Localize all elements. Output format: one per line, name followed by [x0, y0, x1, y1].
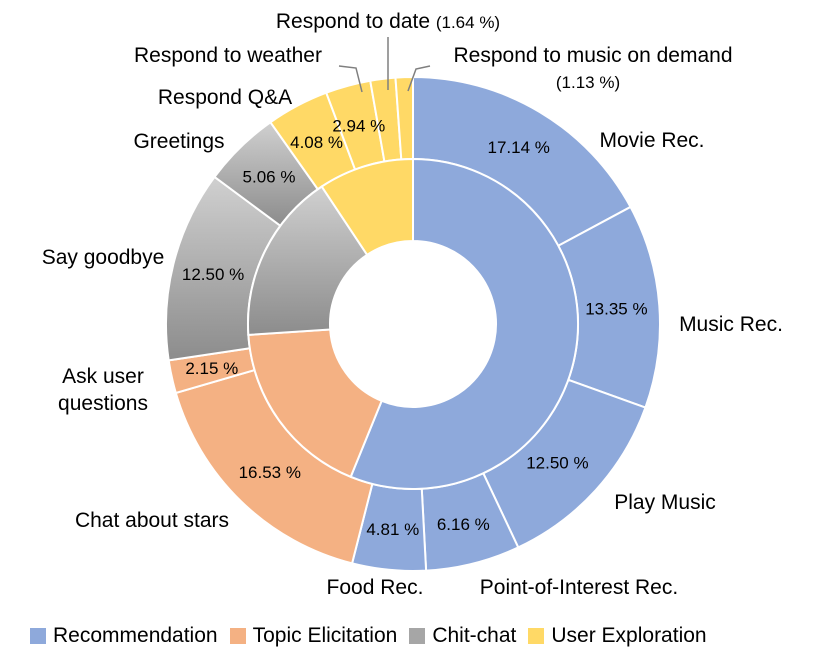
inner-slice-recommendation: [349, 157, 579, 490]
inner-slice-user-exploration: [320, 157, 414, 257]
category-label-respond-q-a: Respond Q&A: [158, 86, 292, 109]
category-label-play-music: Play Music: [614, 491, 716, 514]
inner-slice-topic-elicitation: [247, 328, 383, 479]
legend-label-topic-elicitation: Topic Elicitation: [252, 624, 398, 647]
category-label-greetings: Greetings: [133, 130, 224, 153]
legend-label-chit-chat: Chit-chat: [432, 624, 517, 647]
category-label-movie-rec: Movie Rec.: [599, 129, 704, 152]
outer-ring: [165, 75, 661, 572]
value-label-say-goodbye: 12.50 %: [182, 265, 244, 284]
leader-line-respond-to-music-on-demand: [407, 65, 431, 92]
category-label-point-of-interest-rec: Point-of-Interest Rec.: [480, 576, 678, 599]
value-label-food-rec: 4.81 %: [366, 520, 419, 539]
legend-label-recommendation: Recommendation: [53, 624, 218, 647]
leader-lines: [338, 37, 431, 93]
value-label-respond-q-a: 4.08 %: [290, 133, 343, 152]
leader-line-respond-to-weather: [338, 65, 363, 93]
value-label-chat-about-stars: 16.53 %: [239, 463, 301, 482]
value-labels: 17.14 % 13.35 % 12.50 % 6.16 % 4.81 % 16.53 %…: [182, 73, 648, 539]
category-labels: Movie Rec. Music Rec. Play Music Point-of-I…: [42, 10, 783, 599]
value-label-movie-rec: 17.14 %: [488, 138, 550, 157]
legend-swatch-chit-chat: [409, 628, 426, 644]
category-label-food-rec: Food Rec.: [327, 576, 424, 599]
value-label-greetings: 5.06 %: [243, 168, 296, 187]
value-label-respond-to-weather: 2.94 %: [332, 116, 385, 135]
value-label-music-rec: 13.35 %: [585, 300, 647, 319]
legend: Recommendation Topic Elicitation Chit-ch…: [30, 621, 810, 651]
inner-slice-chit-chat: [247, 185, 369, 336]
category-label-respond-to-weather: Respond to weather: [134, 44, 322, 67]
category-label-music-rec: Music Rec.: [679, 313, 783, 336]
legend-swatch-topic-elicitation: [229, 628, 246, 644]
legend-swatch-user-exploration: [528, 628, 545, 644]
value-label-play-music: 12.50 %: [526, 454, 588, 473]
legend-label-user-exploration: User Exploration: [551, 624, 707, 647]
value-label-point-of-interest-rec: 6.16 %: [437, 515, 490, 534]
nested-donut-chart: 17.14 % 13.35 % 12.50 % 6.16 % 4.81 % 16.53 %…: [42, 10, 783, 599]
category-label-chat-about-stars: Chat about stars: [75, 509, 229, 532]
category-label-respond-to-music-on-demand: Respond to music on demand: [454, 44, 733, 67]
legend-item-user-exploration: User Exploration: [528, 624, 707, 648]
legend-item-topic-elicitation: Topic Elicitation: [229, 624, 398, 648]
legend-swatch-recommendation: [30, 628, 46, 644]
category-label-respond-to-date: Respond to date (1.64 %): [276, 10, 500, 33]
category-label-ask-user-questions: Ask user questions: [58, 365, 148, 415]
legend-item-chit-chat: Chit-chat: [409, 624, 516, 648]
value-label-respond-to-music-on-demand: (1.13 %): [556, 73, 620, 92]
value-label-ask-user-questions: 2.15 %: [185, 359, 238, 378]
legend-item-recommendation: Recommendation: [30, 624, 218, 648]
inner-ring: [247, 157, 579, 490]
category-label-say-goodbye: Say goodbye: [42, 246, 165, 269]
